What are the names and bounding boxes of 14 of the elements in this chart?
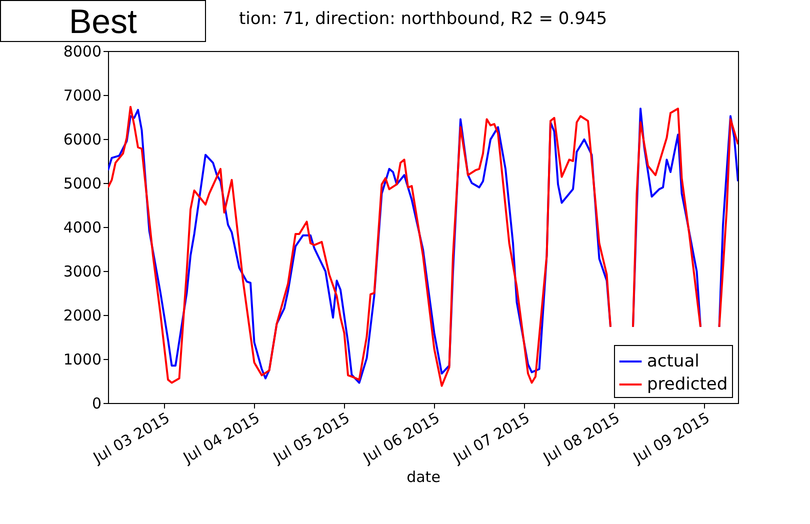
y-tick-label: 6000 [63, 130, 102, 148]
legend-label: actual [647, 352, 700, 372]
text: Best [0, 0, 206, 42]
x-axis-title: date [406, 468, 440, 486]
y-tick-label: 2000 [63, 306, 102, 324]
y-tick-label: 1000 [63, 350, 102, 368]
y-tick-label: 0 [92, 394, 102, 412]
chart-title: tion: 71, direction: northbound, R2 = 0.945 [238, 9, 608, 29]
y-tick-label: 4000 [63, 218, 102, 236]
y-tick-label: 8000 [63, 42, 102, 60]
legend-label: predicted [647, 374, 728, 394]
y-tick-label: 5000 [63, 174, 102, 192]
y-tick-label: 7000 [63, 86, 102, 104]
y-tick-label: 3000 [63, 262, 102, 280]
